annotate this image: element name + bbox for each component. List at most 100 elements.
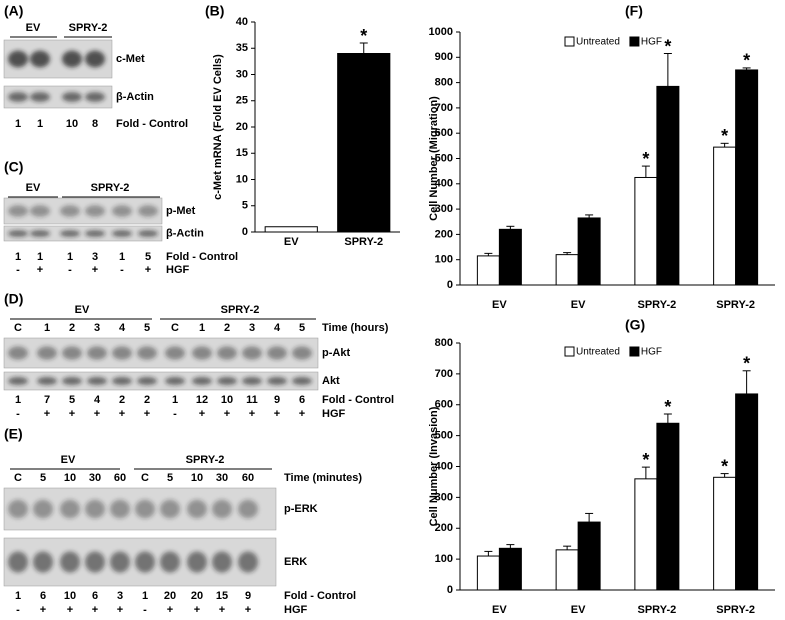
blot-band — [8, 205, 28, 217]
lane-label: 1 — [199, 322, 205, 334]
row-label: p-Met — [166, 205, 196, 217]
blot-band — [112, 377, 132, 385]
blot-band — [85, 50, 105, 68]
bar — [555, 254, 579, 286]
blot-band — [30, 205, 50, 217]
fold-value: 11 — [246, 394, 258, 406]
significance-marker: * — [743, 354, 750, 374]
blot-band — [138, 230, 158, 237]
hgf-sign: - — [68, 264, 72, 276]
fold-value: 6 — [40, 590, 46, 602]
blot-band — [60, 230, 80, 237]
panel-label: (F) — [625, 3, 643, 19]
legend-label: HGF — [641, 347, 662, 358]
blot-band — [33, 551, 53, 573]
bar — [656, 85, 680, 286]
blot-band — [135, 499, 155, 519]
y-tick-label: 0 — [447, 279, 453, 291]
fold-title: Fold - Control — [284, 590, 356, 602]
fold-value: 1 — [37, 118, 43, 130]
hgf-sign: + — [299, 408, 305, 420]
blot-band — [85, 205, 105, 217]
bar — [735, 69, 759, 286]
blot-band — [187, 551, 207, 573]
blot-band — [8, 551, 28, 573]
hgf-sign: + — [69, 408, 75, 420]
y-tick-label: 0 — [242, 226, 248, 238]
blot-band — [85, 551, 105, 573]
blot-band — [212, 551, 232, 573]
blot-strip — [3, 85, 113, 109]
blot-band — [292, 346, 312, 360]
fold-value: 3 — [117, 590, 123, 602]
x-tick-label: EV — [492, 604, 507, 616]
blot-band — [160, 499, 180, 519]
x-tick-label: EV — [492, 299, 507, 311]
fold-value: 20 — [191, 590, 203, 602]
fold-value: 1 — [67, 251, 73, 263]
hgf-sign: - — [16, 264, 20, 276]
blot-band — [30, 92, 50, 102]
fold-value: 1 — [37, 251, 43, 263]
legend-swatch — [564, 346, 575, 357]
y-tick-label: 40 — [236, 16, 248, 28]
fold-value: 1 — [15, 251, 21, 263]
y-tick-label: 100 — [435, 553, 453, 565]
hgf-sign: + — [144, 408, 150, 420]
blot-band — [30, 230, 50, 237]
y-tick-label: 400 — [435, 178, 453, 190]
y-tick-label: 500 — [435, 430, 453, 442]
fold-value: 8 — [92, 118, 98, 130]
blot-band — [242, 346, 262, 360]
y-tick-label: 10 — [236, 173, 248, 185]
lane-label: 4 — [119, 322, 126, 334]
y-tick-label: 200 — [435, 228, 453, 240]
lane-label: C — [171, 322, 179, 334]
y-tick-label: 900 — [435, 51, 453, 63]
row-label: p-ERK — [284, 503, 318, 515]
y-tick-label: 500 — [435, 152, 453, 164]
bar — [476, 555, 500, 591]
lane-label: 5 — [299, 322, 305, 334]
hgf-title: HGF — [284, 604, 308, 616]
blot-band — [8, 92, 28, 102]
blot-band — [60, 551, 80, 573]
significance-marker: * — [664, 36, 671, 56]
y-tick-label: 1000 — [429, 26, 453, 38]
blot-band — [87, 346, 107, 360]
blot-bands — [8, 230, 158, 237]
hgf-sign: + — [67, 604, 73, 616]
blot-band — [8, 499, 28, 519]
panel-label: (B) — [205, 3, 224, 19]
blot-bands — [8, 50, 105, 68]
legend-label: Untreated — [576, 347, 620, 358]
hgf-title: HGF — [166, 264, 190, 276]
bar — [634, 176, 658, 286]
panel-label: (A) — [4, 3, 23, 19]
lane-label: 30 — [216, 472, 228, 484]
fold-value: 1 — [15, 394, 21, 406]
fold-value: 6 — [299, 394, 305, 406]
panel-label: (E) — [4, 426, 23, 442]
bar — [634, 478, 658, 591]
y-tick-label: 100 — [435, 254, 453, 266]
blot-band — [110, 499, 130, 519]
y-tick-label: 20 — [236, 121, 248, 133]
bar — [713, 146, 737, 286]
blot-band — [110, 551, 130, 573]
fold-value: 1 — [142, 590, 148, 602]
fold-value: 10 — [64, 590, 76, 602]
hgf-sign: + — [194, 604, 200, 616]
blot-band — [238, 551, 258, 573]
significance-marker: * — [721, 456, 728, 476]
blot-band — [85, 92, 105, 102]
significance-marker: * — [743, 51, 750, 71]
y-tick-label: 800 — [435, 337, 453, 349]
y-tick-label: 300 — [435, 203, 453, 215]
y-axis-label: c-Met mRNA (Fold EV Cells) — [212, 54, 224, 200]
bar — [735, 393, 759, 591]
row-label: Akt — [322, 375, 340, 387]
legend-swatch — [564, 36, 575, 47]
fold-value: 3 — [92, 251, 98, 263]
significance-marker: * — [642, 149, 649, 169]
